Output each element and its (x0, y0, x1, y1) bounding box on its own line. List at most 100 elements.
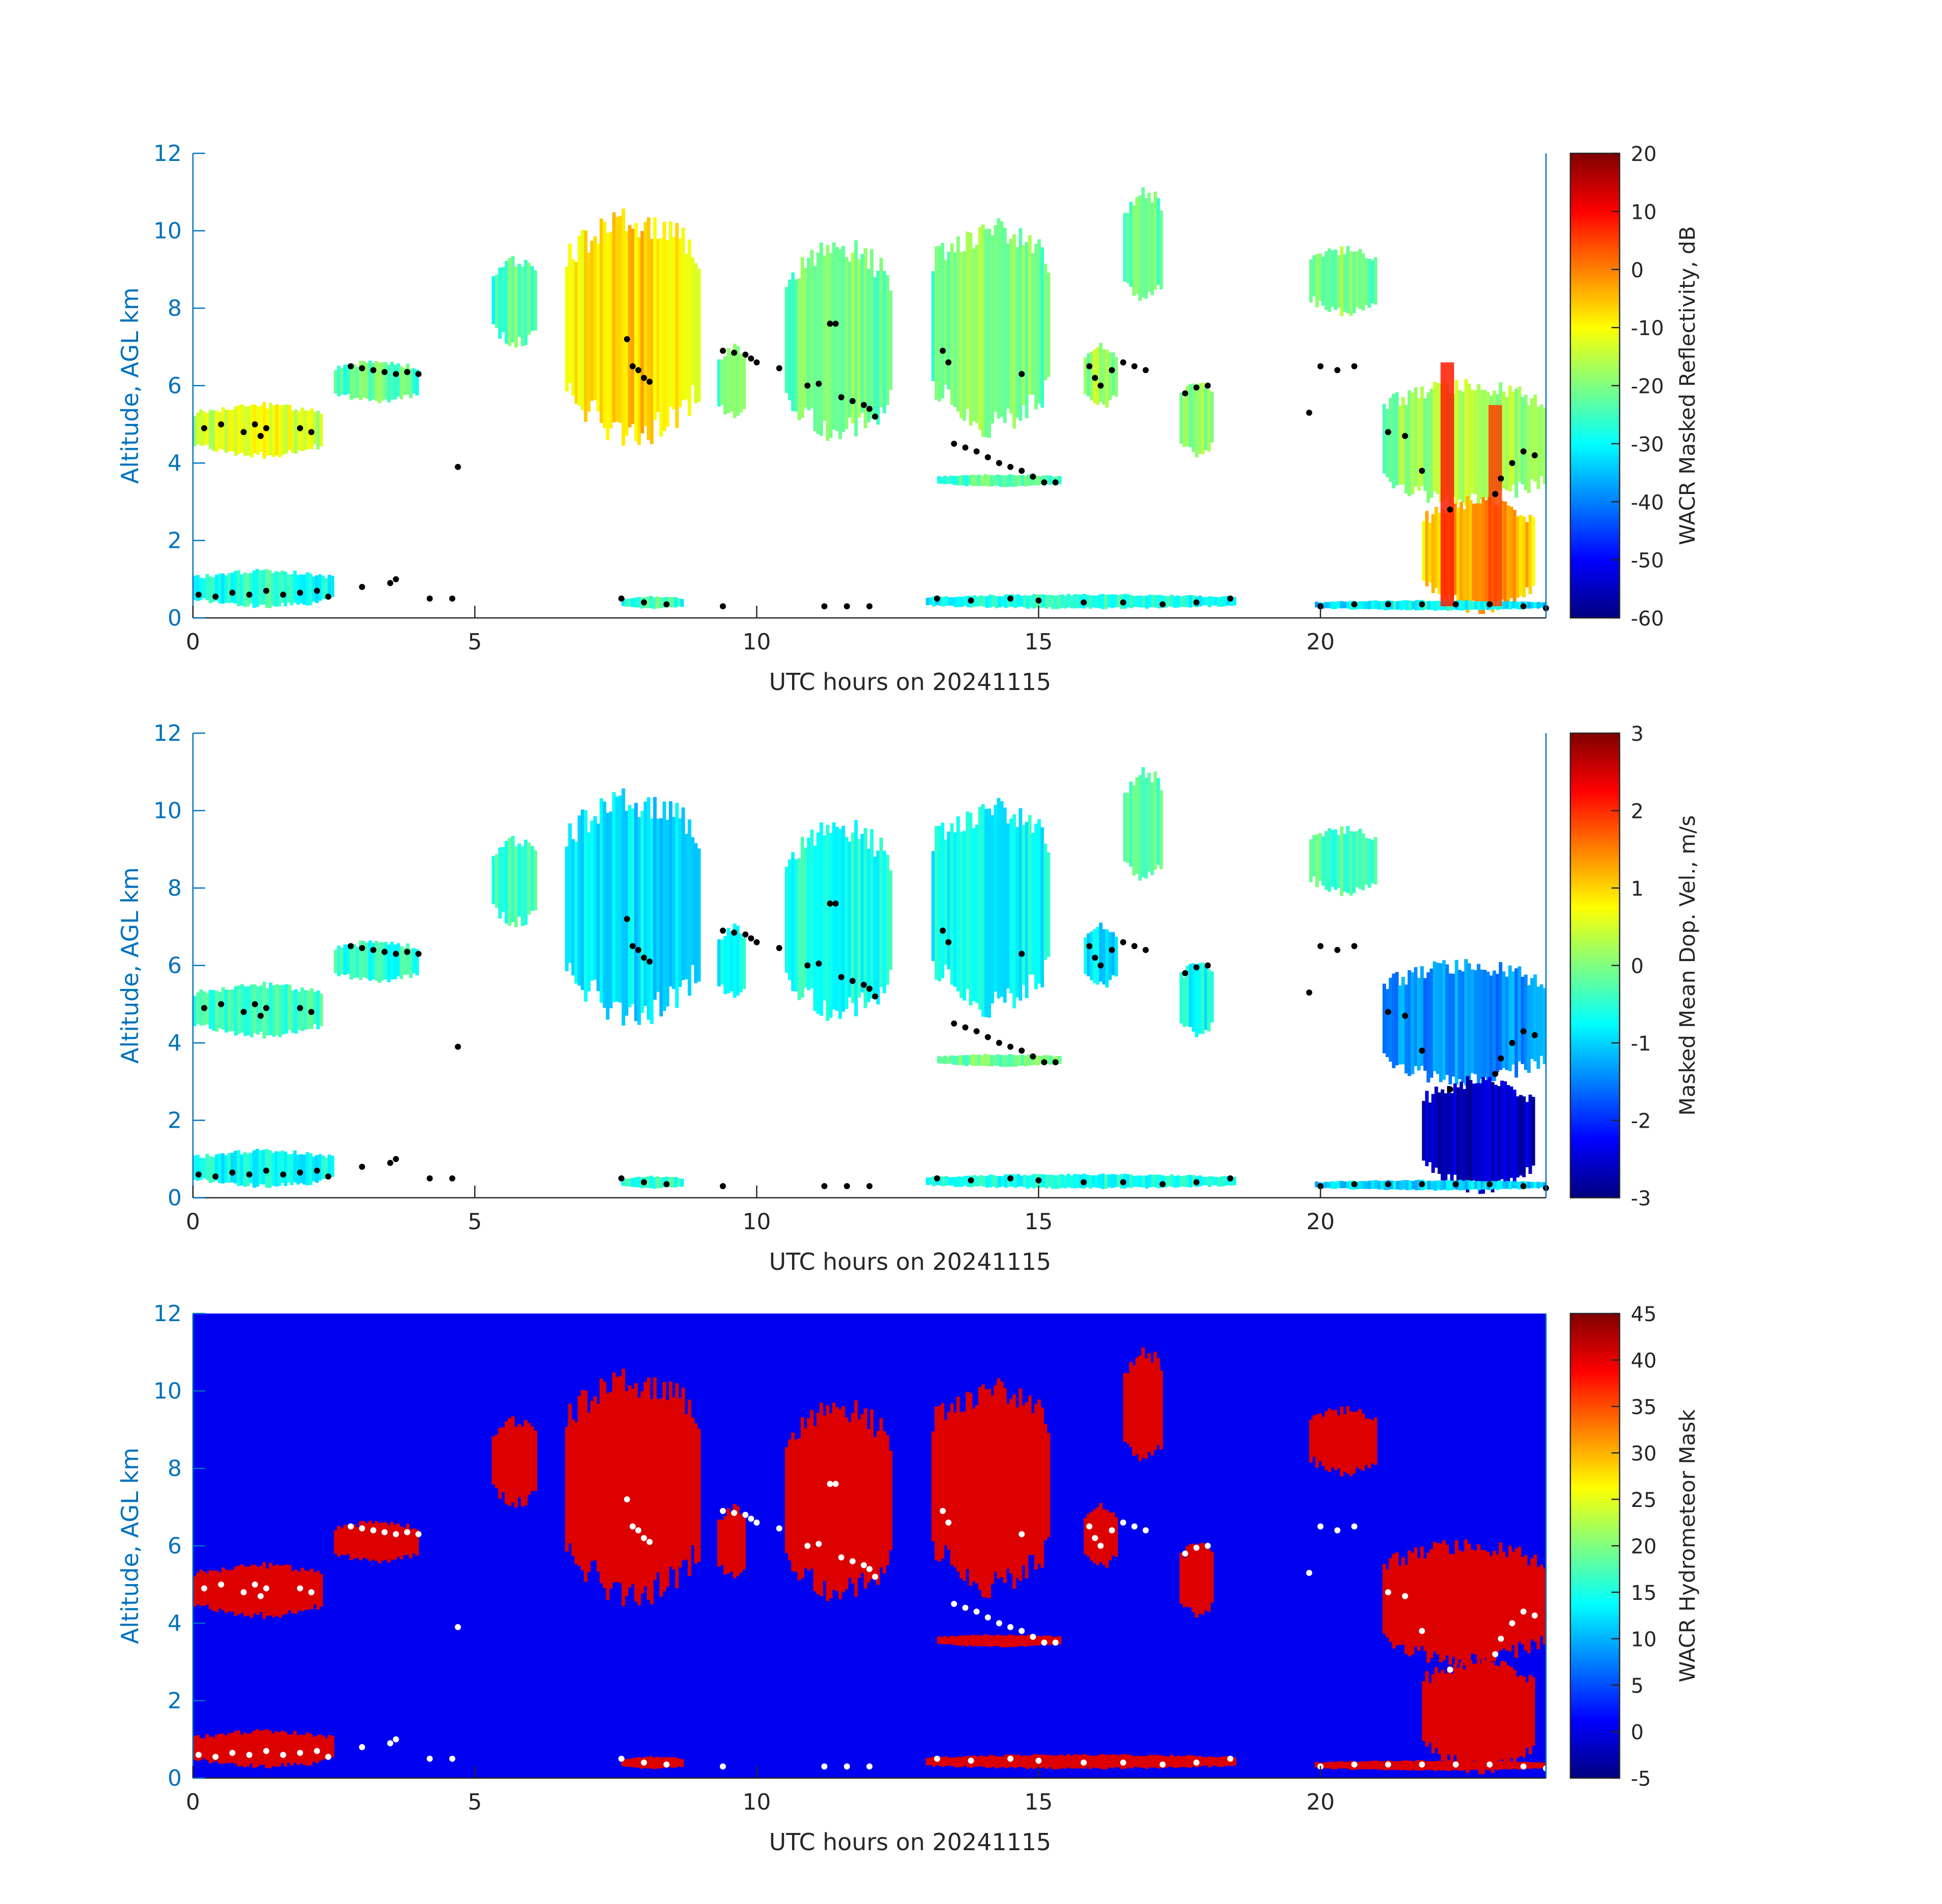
echo-cell (697, 1429, 701, 1562)
echo-cell (1484, 1181, 1487, 1190)
echo-cell (1150, 202, 1154, 296)
echo-cell (1013, 595, 1017, 608)
echo-cell (1337, 1415, 1340, 1468)
echo-cell (988, 1755, 992, 1768)
echo-cell (1021, 475, 1025, 486)
echo-cell (963, 251, 966, 421)
echo-cell (1189, 1755, 1193, 1768)
echo-cell (1511, 1761, 1516, 1769)
echo-cell (287, 405, 291, 450)
cloud-base-point (866, 406, 873, 412)
echo-cell (844, 1417, 848, 1590)
echo-cell (1015, 827, 1019, 998)
echo-cell (851, 252, 855, 423)
echo-cell (249, 1153, 253, 1184)
echo-cell (1336, 1180, 1340, 1188)
echo-cell (293, 1731, 297, 1763)
echo-cell (1210, 597, 1214, 606)
x-tick-label: 5 (468, 629, 482, 655)
echo-cell (227, 990, 232, 1032)
echo-cell (568, 243, 572, 383)
cloud-base-point (1120, 599, 1127, 606)
echo-cell (1333, 602, 1337, 609)
echo-cell (1110, 594, 1114, 608)
cloud-base-point (731, 929, 737, 936)
echo-cell (1436, 601, 1440, 610)
cloud-base-point (1351, 1761, 1358, 1768)
echo-cell (791, 1432, 795, 1571)
cloud-base-point (641, 955, 647, 961)
echo-cell (998, 1756, 1002, 1768)
echo-cell (271, 1733, 275, 1766)
echo-cell (1475, 1083, 1479, 1188)
echo-cell (994, 805, 998, 992)
echo-cell (212, 1157, 215, 1182)
echo-cell (1483, 970, 1487, 1077)
echo-cell (215, 410, 219, 452)
echo-cell (1355, 602, 1359, 609)
echo-cell (1198, 1175, 1202, 1187)
echo-cell (234, 571, 238, 604)
echo-cell (1113, 594, 1117, 607)
echo-cell (959, 252, 963, 418)
echo-cell (1352, 1411, 1356, 1473)
cloud-base-point (832, 320, 839, 327)
cloud-base-point (229, 589, 236, 596)
cloud-base-point (370, 1527, 377, 1533)
echo-cell (1192, 963, 1196, 1032)
echo-cell (199, 1158, 203, 1180)
echo-cell (1530, 978, 1534, 1059)
echo-cell (1145, 596, 1149, 609)
x-tick-label: 10 (742, 1209, 771, 1235)
cloud-base-point (263, 1167, 270, 1174)
echo-cell (944, 596, 948, 606)
cloud-base-point (449, 595, 455, 602)
echo-cell (867, 848, 871, 1002)
echo-cell (1201, 962, 1205, 1034)
echo-cell (1476, 384, 1480, 510)
echo-cell (224, 1735, 228, 1763)
colorbar-gradient (1569, 732, 1621, 1199)
y-tick-label: 4 (168, 450, 182, 476)
echo-cell (1031, 833, 1035, 975)
echo-cell (209, 1570, 213, 1610)
echo-cell (1139, 596, 1142, 608)
echo-cell (1092, 1175, 1096, 1188)
cloud-base-point (1159, 1761, 1166, 1768)
echo-cell (794, 279, 798, 412)
echo-cell (1336, 601, 1340, 608)
echo-cell (269, 982, 273, 1035)
cloud-base-point (1097, 962, 1104, 969)
echo-cell (393, 944, 397, 979)
echo-cell (631, 1758, 635, 1767)
echo-cell (1147, 192, 1151, 292)
colorbar-tick-label: -40 (1631, 491, 1664, 514)
echo-cell (584, 230, 588, 422)
echo-cell (934, 826, 938, 980)
echo-cell (1145, 1175, 1149, 1189)
cloud-base-point (844, 603, 850, 610)
echo-cell (876, 1431, 880, 1585)
echo-cell (1519, 1095, 1523, 1176)
cloud-base-point (252, 1581, 258, 1588)
echo-cell (953, 1413, 957, 1567)
echo-cell (1383, 404, 1386, 474)
echo-cell (1424, 1761, 1428, 1770)
echo-cell (1207, 1176, 1211, 1187)
echo-cell (1443, 1761, 1446, 1770)
cloud-base-point (804, 1542, 811, 1549)
echo-cell (666, 240, 670, 427)
cloud-base-point (387, 580, 393, 586)
echo-cell (609, 1392, 613, 1589)
echo-cell (1331, 830, 1334, 887)
echo-cell (643, 1382, 647, 1587)
echo-cell (1089, 595, 1093, 609)
echo-cell (409, 369, 413, 399)
cloud-base-point (1193, 1179, 1200, 1186)
echo-cell (514, 1427, 518, 1508)
echo-cell (1324, 602, 1328, 608)
echo-cell (929, 1757, 933, 1765)
x-tick-label: 15 (1025, 1209, 1053, 1235)
echo-cell (371, 363, 375, 400)
echo-cell (1328, 1408, 1331, 1472)
